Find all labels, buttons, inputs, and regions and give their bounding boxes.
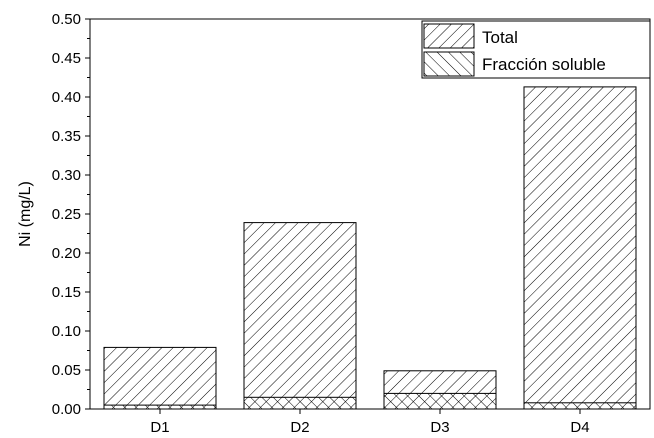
y-tick-label: 0.20	[52, 245, 81, 262]
legend-swatch-total	[423, 23, 475, 49]
y-tick-label: 0.10	[52, 323, 81, 340]
y-axis-title: Ni (mg/L)	[17, 181, 34, 247]
x-tick-label: D2	[290, 419, 309, 436]
y-tick-label: 0.25	[52, 206, 81, 223]
bar-soluble-d3	[383, 392, 497, 410]
y-tick-label: 0.05	[52, 362, 81, 379]
x-axis: D1 D2 D3 D4	[150, 409, 590, 436]
y-tick-label: 0.50	[52, 11, 81, 28]
x-tick-label: D1	[150, 419, 169, 436]
bar-total-d2	[243, 222, 357, 410]
y-tick-label: 0.35	[52, 128, 81, 145]
legend-swatch-soluble	[423, 51, 475, 77]
legend-label-total: Total	[482, 28, 518, 47]
bar-total-d1	[103, 346, 217, 410]
legend: Total Fracción soluble	[421, 20, 651, 79]
y-tick-label: 0.00	[52, 401, 81, 418]
y-tick-label: 0.30	[52, 167, 81, 184]
y-tick-label: 0.40	[52, 89, 81, 106]
bars-layer	[103, 86, 637, 410]
bar-soluble-d4	[523, 402, 637, 410]
bar-total-d4	[523, 86, 637, 410]
y-tick-label: 0.15	[52, 284, 81, 301]
bar-soluble-d2	[243, 396, 357, 410]
x-tick-label: D4	[570, 419, 589, 436]
legend-label-soluble: Fracción soluble	[482, 55, 606, 74]
bar-soluble-d1	[103, 404, 217, 410]
y-axis: 0.00 0.05 0.10 0.15 0.20 0.25 0.30 0.35 0.40 0.45…	[52, 11, 90, 418]
y-tick-label: 0.45	[52, 50, 81, 67]
x-tick-label: D3	[430, 419, 449, 436]
